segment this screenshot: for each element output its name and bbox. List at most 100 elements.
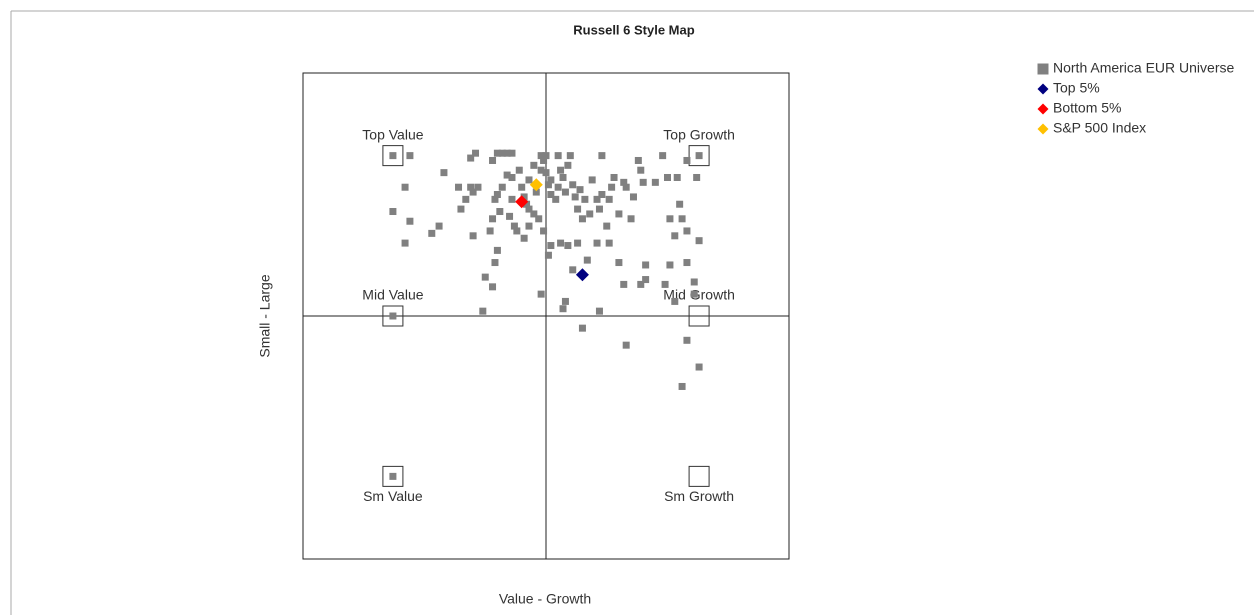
style-box [382, 145, 404, 167]
point [629, 193, 637, 201]
point [535, 215, 543, 223]
point [554, 183, 562, 191]
point [642, 276, 650, 284]
style-box-label: Sm Growth [664, 488, 734, 504]
point [639, 178, 647, 186]
point [486, 227, 494, 235]
point [457, 205, 465, 213]
point [508, 173, 516, 181]
style-box-label: Sm Value [363, 488, 423, 504]
point [693, 173, 701, 181]
point [595, 205, 603, 213]
style-box [382, 465, 404, 487]
point [561, 188, 569, 196]
point [683, 336, 691, 344]
point [637, 166, 645, 174]
legend-marker [1037, 123, 1049, 135]
point [520, 193, 528, 201]
point [627, 215, 635, 223]
point [520, 234, 528, 242]
point [547, 176, 555, 184]
point [435, 222, 443, 230]
legend-marker [1037, 103, 1049, 115]
point [622, 341, 630, 349]
point [678, 382, 686, 390]
point [598, 191, 606, 198]
point [586, 210, 594, 218]
point [506, 212, 514, 220]
point [605, 239, 613, 247]
legend-marker [1037, 63, 1049, 75]
point [401, 183, 409, 191]
point [554, 152, 562, 160]
point [523, 200, 531, 208]
point [566, 152, 574, 160]
point [540, 227, 548, 235]
point [666, 261, 674, 269]
point [540, 156, 548, 164]
point [525, 222, 533, 230]
point [542, 152, 550, 160]
point [455, 183, 463, 191]
point [581, 195, 589, 203]
point [575, 268, 589, 282]
point [532, 188, 540, 196]
point [467, 183, 475, 191]
point [661, 280, 669, 288]
point [537, 166, 545, 174]
point [547, 191, 555, 198]
point [559, 173, 567, 181]
point [578, 215, 586, 223]
point [401, 239, 409, 247]
chart-title: Russell 6 Style Map [573, 22, 694, 37]
legend-label: Bottom 5% [1053, 100, 1121, 116]
point [564, 242, 572, 250]
legend-label: S&P 500 Index [1053, 120, 1146, 136]
point [498, 183, 506, 191]
x-axis-label: Value - Growth [499, 591, 591, 607]
point [481, 273, 489, 281]
point [559, 305, 567, 313]
point [603, 222, 611, 230]
point [690, 290, 698, 298]
point [576, 186, 584, 194]
point [530, 210, 538, 218]
point [615, 259, 623, 267]
style-box [688, 145, 710, 167]
point [467, 154, 475, 162]
point [666, 215, 674, 223]
point [493, 149, 501, 157]
point [578, 324, 586, 332]
legend-marker [1037, 83, 1049, 95]
legend-label: Top 5% [1053, 80, 1100, 96]
point [428, 229, 436, 237]
point [571, 193, 579, 201]
point [547, 242, 555, 250]
point [583, 256, 591, 264]
point [564, 161, 572, 169]
point [605, 195, 613, 203]
point [493, 191, 501, 198]
style-box [382, 305, 404, 327]
point [561, 297, 569, 305]
point [683, 156, 691, 164]
style-box-label: Top Value [362, 126, 423, 142]
style-box [688, 465, 710, 487]
point [518, 183, 526, 191]
point [498, 149, 506, 157]
point [542, 169, 550, 177]
point [659, 152, 667, 160]
point [695, 237, 703, 245]
point [530, 161, 538, 169]
point [389, 472, 397, 480]
point [469, 188, 477, 196]
point [503, 149, 511, 157]
point [513, 227, 521, 235]
point [642, 261, 650, 269]
point [508, 149, 516, 157]
point [695, 152, 703, 160]
point [515, 166, 523, 174]
style-box-label: Mid Value [362, 287, 423, 303]
